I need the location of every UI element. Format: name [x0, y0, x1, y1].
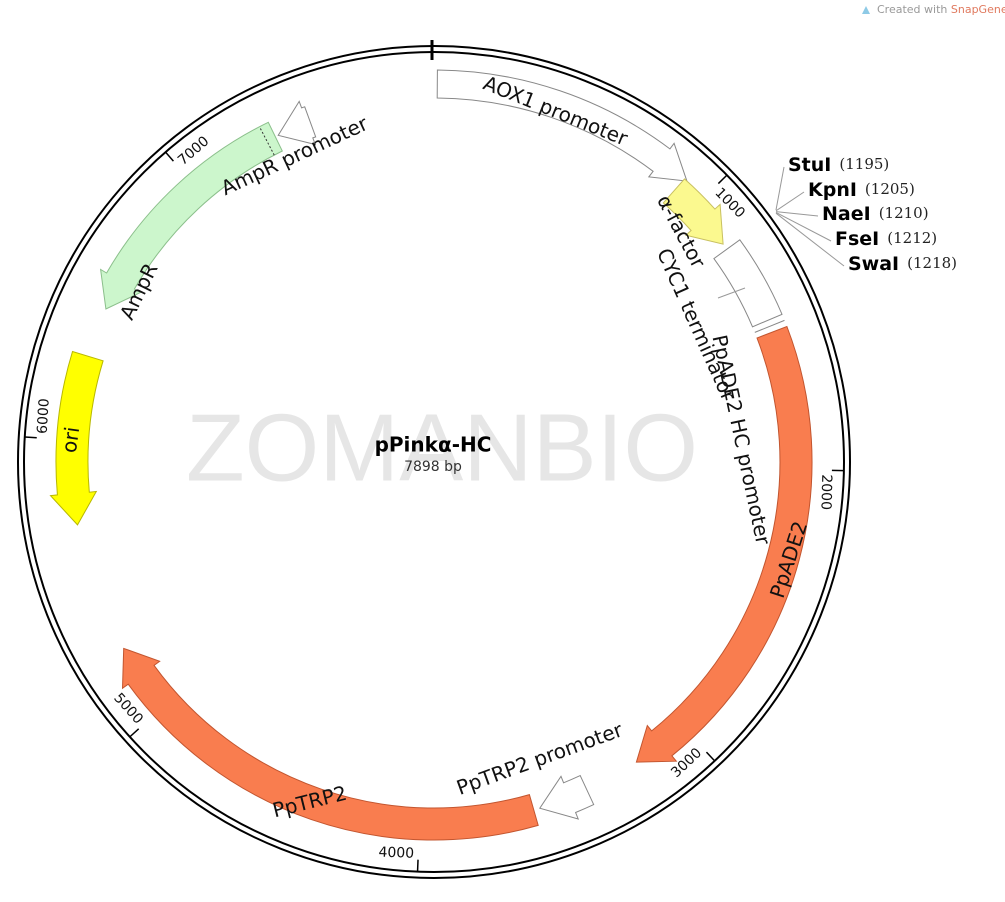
tick-mark: [24, 436, 37, 439]
feature-arc: [99, 121, 283, 310]
brand-prefix: Created with: [877, 3, 951, 16]
backbone-outer: [17, 45, 851, 879]
leader: [717, 287, 746, 299]
site-name: StuI: [788, 154, 831, 176]
watermark: ZOMANBIO: [186, 394, 698, 501]
brand-product: SnapGene®: [951, 3, 1005, 16]
tick-label: 4000: [378, 844, 414, 861]
site-label: FseI (1212): [835, 228, 937, 250]
feature-arc: [539, 774, 595, 820]
site-label: NaeI (1210): [822, 203, 929, 225]
site-name: SwaI: [848, 253, 899, 275]
brand: Created with SnapGene®: [862, 3, 1005, 16]
feature-arc: [635, 325, 813, 763]
site-label: KpnI (1205): [808, 179, 915, 201]
brand-text: Created with SnapGene®: [877, 3, 1005, 16]
feature-arc: [713, 239, 783, 328]
site-name: KpnI: [808, 179, 857, 201]
site-leader: [775, 166, 785, 211]
tick-mark: [717, 174, 728, 185]
site-leader: [775, 211, 832, 242]
site-position: (1210): [879, 204, 929, 222]
feature-arc: [49, 350, 104, 526]
tick-label: 2000: [817, 474, 834, 510]
site-leader: [775, 211, 819, 217]
plasmid-size: 7898 bp: [404, 459, 462, 475]
restriction-sites: StuI (1195) KpnI (1205) NaeI (1210)FseI (1212)…: [775, 154, 957, 275]
tick-mark: [164, 151, 174, 162]
feature-arc: [277, 100, 317, 146]
site-label: SwaI (1218): [848, 253, 957, 275]
divider: [259, 126, 275, 156]
tick-label: 6000: [35, 398, 53, 435]
plasmid-name: pPinkα-HC: [375, 433, 492, 457]
brand-icon: [862, 6, 870, 14]
site-leader: [775, 212, 845, 267]
site-position: (1195): [839, 155, 889, 173]
tick-mark: [129, 728, 140, 738]
tick-mark: [705, 751, 716, 762]
feature-label: PpADE2 HC promoter: [708, 333, 776, 548]
separator: [754, 319, 785, 333]
feature-label: PpTRP2 promoter: [453, 717, 626, 800]
feature-label: ori: [57, 425, 84, 454]
backbone-inner: [23, 51, 845, 873]
site-position: (1218): [907, 254, 957, 272]
feature-arc: [121, 647, 539, 841]
site-position: (1212): [887, 229, 937, 247]
site-name: FseI: [835, 228, 879, 250]
feature-arc: [662, 178, 724, 245]
site-position: (1205): [865, 180, 915, 198]
site-label: StuI (1195): [788, 154, 889, 176]
site-name: NaeI: [822, 203, 871, 225]
site-leader: [775, 191, 805, 212]
